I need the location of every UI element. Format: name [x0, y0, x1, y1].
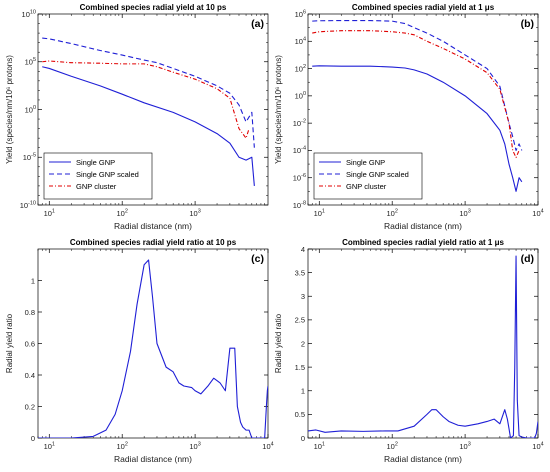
panel-c: 101 102 103 104 0 0.2 0.4 0.6 0.8 1 Combined speci… [5, 238, 274, 464]
x-axis-label: Radial distance (nm) [384, 221, 462, 231]
y-tick-label: 10-6 [293, 173, 306, 183]
legend-label: Single GNP [76, 158, 115, 167]
series-line-single-gnp [312, 65, 523, 192]
y-tick-label: 1.5 [295, 363, 305, 372]
y-tick-label: 1010 [22, 9, 36, 19]
series-group [312, 20, 523, 192]
legend-label: Single GNP [346, 158, 385, 167]
series-group [42, 37, 255, 186]
y-tick-label: 0.5 [295, 410, 305, 419]
y-tick-label: 10-4 [293, 146, 306, 156]
chart-title: Combined species radial yield ratio at 1… [342, 238, 504, 247]
legend-label: Single GNP scaled [346, 170, 409, 179]
x-axis-label: Radial distance (nm) [114, 221, 192, 231]
y-axis-label: Yield (species/nm/10⁶ protons) [274, 55, 283, 164]
x-tick-label: 103 [459, 209, 470, 219]
chart-title: Combined species radial yield ratio at 1… [70, 238, 237, 247]
y-tick-label: 10-8 [293, 200, 306, 210]
legend-box [43, 152, 153, 200]
x-tick-label: 103 [189, 442, 200, 452]
y-tick-label: 10-2 [293, 118, 306, 128]
legend-label: GNP cluster [76, 182, 117, 191]
y-tick-label: 105 [25, 57, 36, 67]
panel-label: (b) [521, 18, 534, 30]
x-tick-label: 102 [116, 442, 127, 452]
y-tick-label: 10-5 [23, 153, 36, 163]
x-minor-ticks [37, 14, 265, 205]
chart-title: Combined species radial yield at 10 ps [80, 3, 227, 12]
x-tick-label: 101 [314, 442, 325, 452]
series-line-single-gnp-scaled [312, 20, 523, 151]
y-tick-label: 1 [301, 387, 305, 396]
legend: Single GNP Single GNP scaled GNP cluster [43, 152, 153, 200]
y-axis-label: Radial yield ratio [5, 313, 14, 373]
y-tick-label: 2.5 [295, 316, 305, 325]
x-tick-label: 103 [459, 442, 470, 452]
panel-label: (c) [251, 253, 264, 265]
panel-label: (d) [521, 253, 534, 265]
legend-box [313, 152, 423, 200]
y-tick-label: 1 [31, 276, 35, 285]
series-line-single-gnp [42, 66, 255, 186]
legend-label: Single GNP scaled [76, 170, 139, 179]
series-group [38, 259, 268, 438]
legend-label: GNP cluster [346, 182, 387, 191]
y-tick-label: 2 [301, 339, 305, 348]
x-tick-label: 103 [189, 209, 200, 219]
y-axis-label: Yield (species/nm/10⁶ protons) [5, 55, 14, 164]
y-minor-ticks [308, 27, 538, 192]
y-tick-label: 104 [295, 37, 306, 47]
y-axis-label: Radial yield ratio [274, 313, 283, 373]
y-tick-label: 102 [295, 64, 306, 74]
x-axis-label: Radial distance (nm) [384, 454, 462, 464]
y-tick-label: 100 [295, 91, 306, 101]
plot-frame [307, 248, 539, 439]
panel-b: 101 102 103 104 10-8 10-6 10-4 10-2 100 102 104 106… [274, 3, 544, 231]
series-line-ratio [38, 259, 268, 438]
y-minor-ticks [38, 23, 268, 196]
x-tick-label: 102 [386, 442, 397, 452]
x-axis-label: Radial distance (nm) [114, 454, 192, 464]
series-line-gnp-cluster [42, 60, 250, 139]
y-tick-label: 0.8 [25, 308, 35, 317]
y-tick-label: 10-10 [20, 200, 36, 210]
y-tick-label: 0.2 [25, 402, 35, 411]
series-group [308, 255, 538, 438]
y-tick-label: 0 [31, 434, 35, 443]
x-tick-label: 104 [262, 442, 273, 452]
y-tick-label: 100 [25, 105, 36, 115]
panel-a: 101 102 103 10-10 10-5 100 105 1010 Combined spe… [5, 3, 269, 231]
y-tick-label: 4 [301, 245, 305, 254]
x-tick-label: 101 [314, 209, 325, 219]
series-line-gnp-cluster [312, 30, 520, 159]
y-tick-label: 0.6 [25, 339, 35, 348]
series-line-ratio [308, 255, 538, 438]
x-tick-label: 101 [44, 442, 55, 452]
panel-label: (a) [251, 18, 264, 30]
x-tick-label: 101 [44, 209, 55, 219]
x-minor-ticks [307, 249, 535, 438]
x-minor-ticks [37, 249, 265, 438]
x-minor-ticks [307, 14, 535, 205]
x-tick-label: 104 [532, 209, 543, 219]
y-tick-label: 106 [295, 9, 306, 19]
y-tick-label: 0 [301, 434, 305, 443]
x-tick-label: 104 [532, 442, 543, 452]
legend: Single GNP Single GNP scaled GNP cluster [313, 152, 423, 200]
panel-d: 101 102 103 104 0 0.5 1 1.5 2 2.5 3 3.5 4 Combined sp… [274, 238, 544, 464]
y-tick-label: 0.4 [25, 371, 35, 380]
x-tick-label: 102 [116, 209, 127, 219]
plot-frame [37, 248, 269, 439]
y-tick-label: 3 [301, 292, 305, 301]
y-tick-label: 3.5 [295, 268, 305, 277]
chart-title: Combined species radial yield at 1 μs [352, 3, 495, 12]
x-tick-label: 102 [386, 209, 397, 219]
